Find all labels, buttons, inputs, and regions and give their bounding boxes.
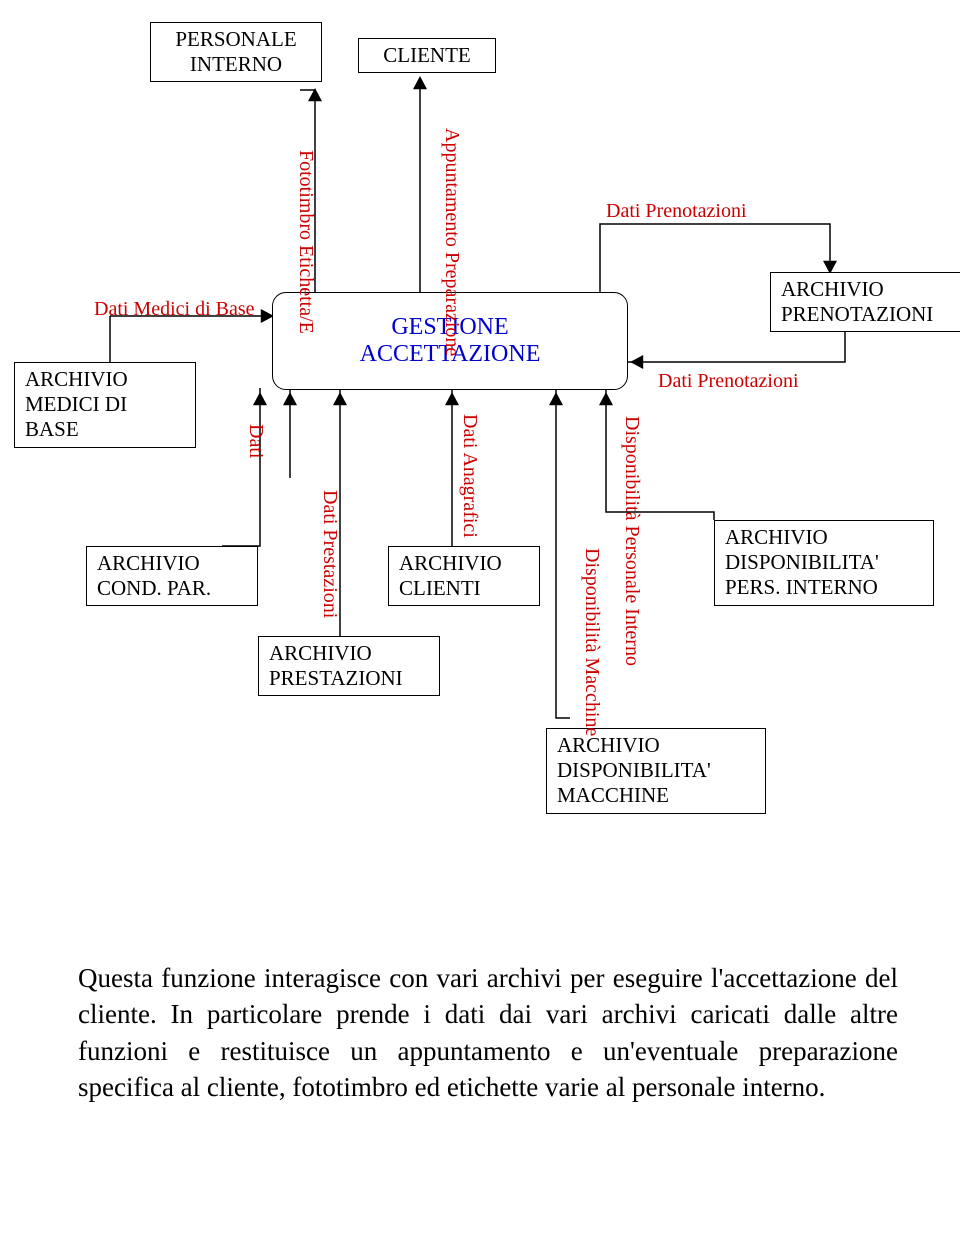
edge-label-disp-pers: Disponibilità Personale Interno bbox=[620, 416, 643, 666]
node-arch-disp-pers-interno: ARCHIVIO DISPONIBILITA' PERS. INTERNO bbox=[714, 520, 934, 606]
edge-label-dati-medici: Dati Medici di Base bbox=[94, 298, 255, 321]
edge-label-fototimbro: Fototimbro Etichetta/E bbox=[294, 150, 317, 334]
edge-label-dati-anagrafici: Dati Anagrafici bbox=[458, 414, 481, 538]
node-cliente: CLIENTE bbox=[358, 38, 496, 73]
diagram-canvas: PERSONALE INTERNO CLIENTE GESTIONE ACCET… bbox=[0, 0, 960, 1247]
node-arch-disp-macchine: ARCHIVIO DISPONIBILITA' MACCHINE bbox=[546, 728, 766, 814]
node-arch-prenotazioni: ARCHIVIO PRENOTAZIONI bbox=[770, 272, 960, 332]
node-arch-medici: ARCHIVIO MEDICI DI BASE bbox=[14, 362, 196, 448]
description-paragraph: Questa funzione interagisce con vari arc… bbox=[78, 960, 898, 1106]
node-arch-prestazioni: ARCHIVIO PRESTAZIONI bbox=[258, 636, 440, 696]
edge-label-dati-prestazioni: Dati Prestazioni bbox=[318, 490, 341, 618]
edge-label-appuntamento: Appuntamento Preparazione bbox=[440, 128, 463, 356]
node-arch-cond-par: ARCHIVIO COND. PAR. bbox=[86, 546, 258, 606]
node-personale-interno: PERSONALE INTERNO bbox=[150, 22, 322, 82]
edge-label-dati: Dati bbox=[244, 424, 267, 458]
edge-label-dati-prenot-top: Dati Prenotazioni bbox=[606, 200, 747, 223]
node-arch-clienti: ARCHIVIO CLIENTI bbox=[388, 546, 540, 606]
edge-label-dati-prenot-mid: Dati Prenotazioni bbox=[658, 370, 799, 393]
edge-label-disp-macch: Disponibilità Macchine bbox=[580, 548, 603, 736]
